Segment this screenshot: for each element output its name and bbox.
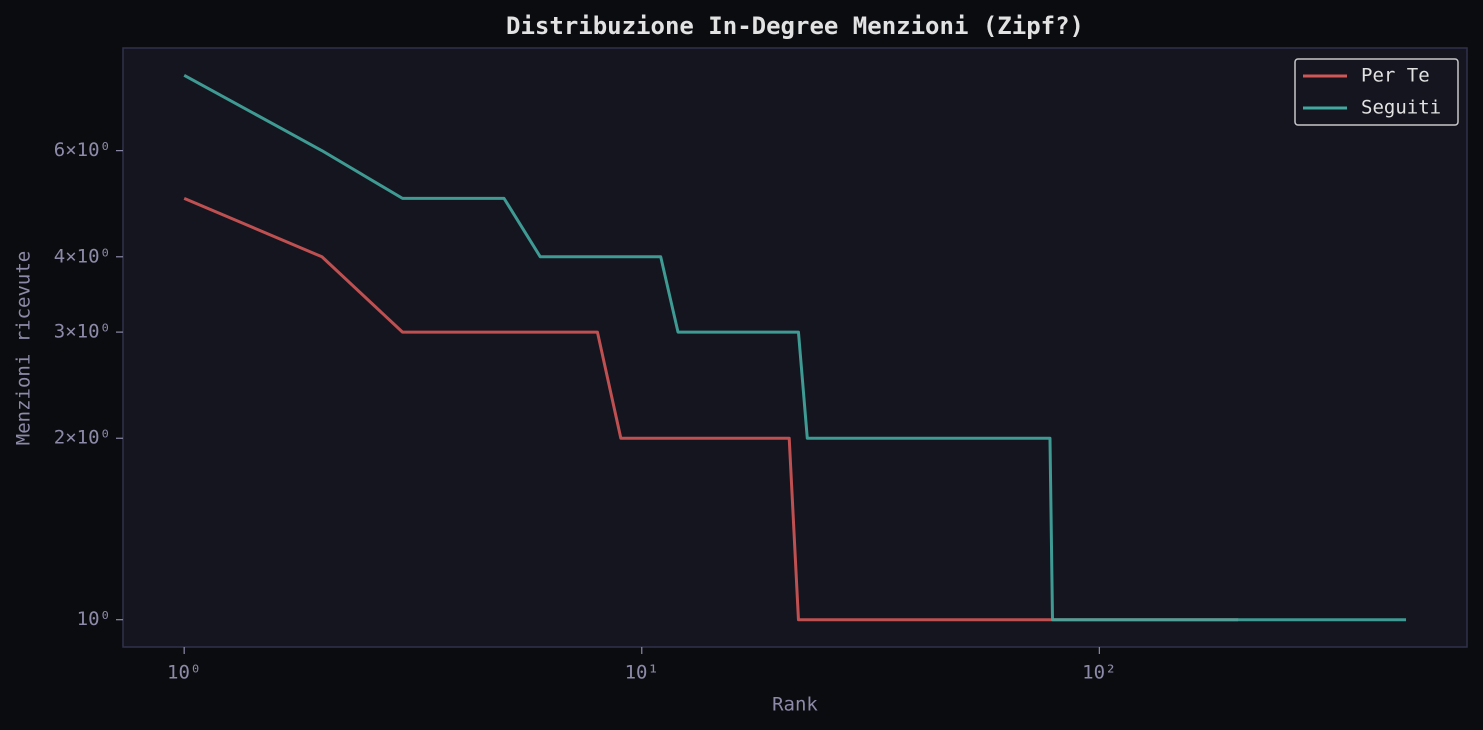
y-tick-label: 3×10⁰ — [54, 321, 111, 343]
x-tick-label: 10⁰ — [167, 662, 201, 684]
chart-title: Distribuzione In-Degree Menzioni (Zipf?) — [506, 12, 1084, 40]
x-tick-label: 10² — [1082, 662, 1116, 684]
y-tick-label: 6×10⁰ — [54, 139, 111, 161]
y-tick-label: 4×10⁰ — [54, 245, 111, 267]
y-tick-label: 2×10⁰ — [54, 427, 111, 449]
y-axis-label: Menzioni ricevute — [13, 251, 35, 445]
x-tick-label: 10¹ — [625, 662, 659, 684]
legend-label: Seguiti — [1361, 97, 1441, 119]
x-axis-label: Rank — [772, 694, 818, 716]
y-tick-label: 10⁰ — [77, 608, 111, 630]
legend-label: Per Te — [1361, 65, 1430, 87]
data-line — [183, 196, 1239, 622]
data-line — [183, 74, 1407, 622]
